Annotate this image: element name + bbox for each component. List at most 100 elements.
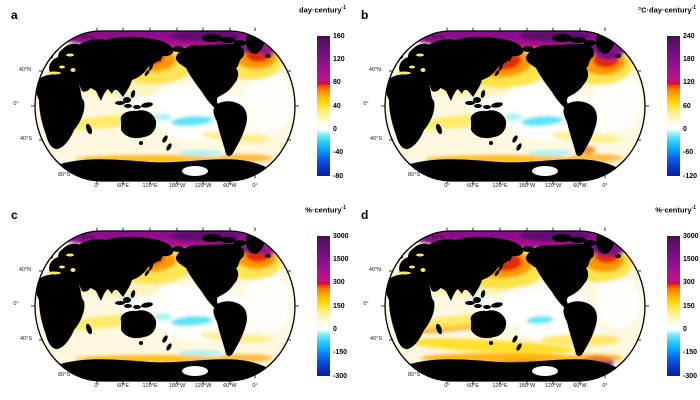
longitude-label: 120°E: [142, 383, 158, 389]
latitude-label: 80°S: [408, 372, 420, 378]
world-map-c: [31, 227, 299, 385]
colorbar-tick-label: 60: [683, 102, 691, 110]
longitude-label: 60°E: [117, 183, 129, 189]
longitude-label: 0°: [252, 183, 258, 189]
colorbar: [317, 236, 330, 376]
colorbar-tick-label: 80: [333, 79, 341, 87]
colorbar-tick-label: -300: [683, 372, 698, 380]
longitude-label: 180°W: [518, 383, 536, 389]
longitude-label: 120°W: [194, 183, 212, 189]
longitude-label: 180°W: [168, 183, 186, 189]
longitude-label: 120°E: [492, 383, 508, 389]
longitude-label: 0°: [94, 383, 100, 389]
latitude-label: 80°S: [58, 372, 70, 378]
latitude-label: 40°S: [370, 136, 382, 142]
longitude-label: 60°W: [573, 183, 587, 189]
world-map-b: [381, 27, 649, 185]
colorbar-tick-label: 150: [333, 302, 345, 310]
latitude-label: 40°N: [368, 67, 382, 73]
longitude-label: 120°W: [544, 183, 562, 189]
colorbar: [667, 36, 680, 176]
colorbar-tick-label: 240: [683, 32, 695, 40]
latitude-label: 0°: [363, 301, 369, 307]
land-masses: [35, 232, 272, 381]
latitude-label: 0°: [13, 101, 19, 107]
longitude-label: 60°W: [573, 383, 587, 389]
colorbar-tick-label: 0: [683, 325, 687, 333]
colorbar-tick-label: -40: [333, 149, 344, 157]
unit-exponent: -1: [691, 5, 696, 11]
panel-a: a day·century-1 160 120 80 40 0 -40 -80 0° 60°E 1…: [0, 0, 350, 200]
latitude-label: 40°N: [18, 267, 32, 273]
colorbar-tick-label: 0: [333, 325, 337, 333]
latitude-label: 80°S: [58, 172, 70, 178]
colorbar-tick-label: 40: [333, 102, 341, 110]
longitude-label: 0°: [94, 183, 100, 189]
longitude-label: 0°: [444, 383, 450, 389]
axis-ticks: [31, 227, 299, 385]
longitude-label: 0°: [444, 183, 450, 189]
unit-exponent: -1: [341, 205, 346, 211]
latitude-label: 0°: [363, 101, 369, 107]
panel-letter: c: [11, 208, 18, 222]
longitude-label: 120°W: [544, 383, 562, 389]
latitude-label: 40°N: [18, 67, 32, 73]
latitude-label: 40°S: [20, 336, 32, 342]
latitude-label: 80°N: [81, 235, 95, 241]
panel-b: b °C·day·century-1 240 180 120 60 0 -60 -120 0°…: [350, 0, 700, 200]
latitude-label: 80°S: [408, 172, 420, 178]
colorbar-tick-label: -120: [683, 172, 698, 180]
colorbar-tick-label: 3000: [333, 232, 349, 240]
world-map-d: [381, 227, 649, 385]
longitude-label: 120°E: [142, 183, 158, 189]
longitude-label: 0°: [602, 183, 608, 189]
colorbar-unit-label: %·century-1: [305, 205, 346, 215]
longitude-label: 120°E: [492, 183, 508, 189]
colorbar-unit-label: %·century-1: [655, 205, 696, 215]
latitude-label: 80°N: [431, 35, 445, 41]
latitude-label: 40°N: [368, 267, 382, 273]
latitude-label: 40°S: [20, 136, 32, 142]
longitude-label: 120°W: [194, 383, 212, 389]
land-masses: [385, 32, 622, 181]
unit-exponent: -1: [341, 5, 346, 11]
longitude-label: 60°E: [117, 383, 129, 389]
colorbar: [667, 236, 680, 376]
colorbar-unit-label: °C·day·century-1: [638, 5, 696, 15]
land-masses: [35, 32, 272, 181]
colorbar-tick-label: 1500: [683, 255, 699, 263]
colorbar-tick-label: 180: [683, 55, 695, 63]
longitude-label: 60°E: [467, 383, 479, 389]
longitude-label: 0°: [252, 383, 258, 389]
colorbar-tick-label: -80: [333, 172, 344, 180]
latitude-label: 40°S: [370, 336, 382, 342]
panel-c: c %·century-1 3000 1500 300 150 0 -150 -300 0° 6…: [0, 200, 350, 400]
colorbar-tick-label: 120: [333, 55, 345, 63]
longitude-label: 60°W: [223, 183, 237, 189]
colorbar-tick-label: 300: [683, 279, 695, 287]
panel-letter: b: [361, 8, 369, 22]
colorbar-unit-label: day·century-1: [299, 5, 346, 15]
colorbar-tick-label: 300: [333, 279, 345, 287]
colorbar-tick-label: -300: [333, 372, 348, 380]
colorbar-tick-label: 0: [683, 125, 687, 133]
axis-ticks: [381, 227, 649, 385]
colorbar-tick-label: 150: [683, 302, 695, 310]
latitude-label: 80°N: [431, 235, 445, 241]
unit-exponent: -1: [691, 205, 696, 211]
latitude-label: 0°: [13, 301, 19, 307]
land-masses: [385, 232, 622, 381]
longitude-label: 180°W: [168, 383, 186, 389]
panel-letter: a: [11, 8, 18, 22]
colorbar-tick-label: 0: [333, 125, 337, 133]
colorbar-tick-label: -150: [333, 349, 348, 357]
colorbar-tick-label: -150: [683, 349, 698, 357]
longitude-label: 0°: [602, 383, 608, 389]
longitude-label: 60°W: [223, 383, 237, 389]
panel-letter: d: [361, 208, 369, 222]
longitude-label: 60°E: [467, 183, 479, 189]
colorbar-tick-label: 120: [683, 79, 695, 87]
axis-ticks: [31, 27, 299, 185]
panel-d: d %·century-1 3000 1500 300 150 0 -150 -300 0° 6…: [350, 200, 700, 400]
